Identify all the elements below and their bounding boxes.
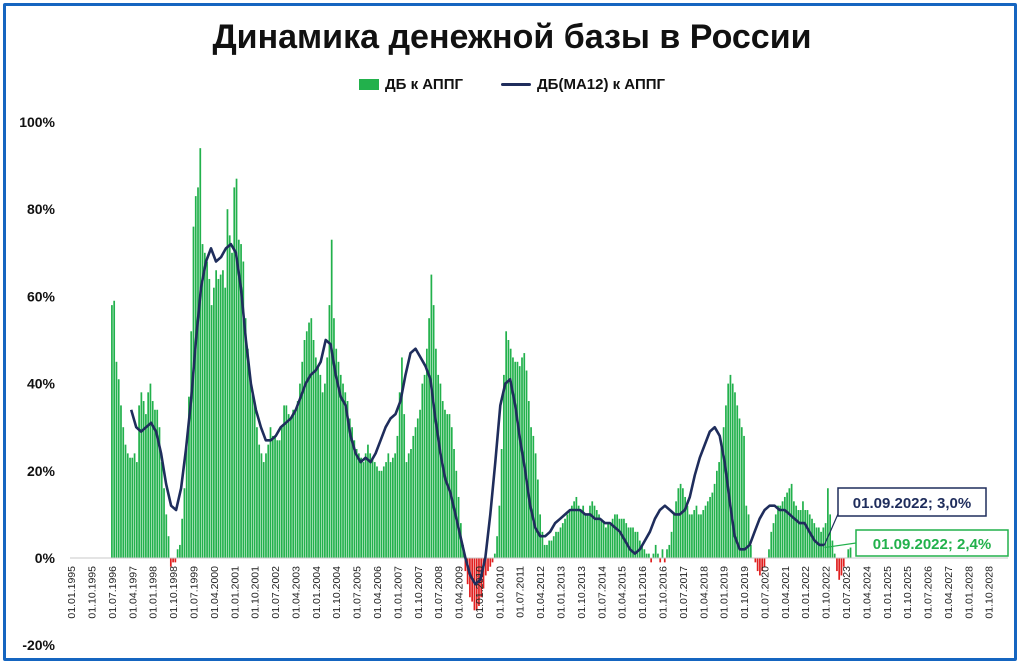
- chart-title: Динамика денежной базы в России: [212, 18, 812, 56]
- chart-legend: ДБ к АППГ ДБ(МА12) к АППГ: [0, 76, 1024, 93]
- legend-swatch-line: [501, 83, 531, 86]
- legend-label-line: ДБ(МА12) к АППГ: [537, 76, 666, 93]
- chart-frame: [3, 3, 1017, 661]
- legend-item-line: ДБ(МА12) к АППГ: [501, 76, 665, 93]
- legend-item-bars: ДБ к АППГ: [358, 76, 463, 93]
- legend-label-bars: ДБ к АППГ: [384, 76, 463, 93]
- legend-swatch-bars: [358, 79, 379, 90]
